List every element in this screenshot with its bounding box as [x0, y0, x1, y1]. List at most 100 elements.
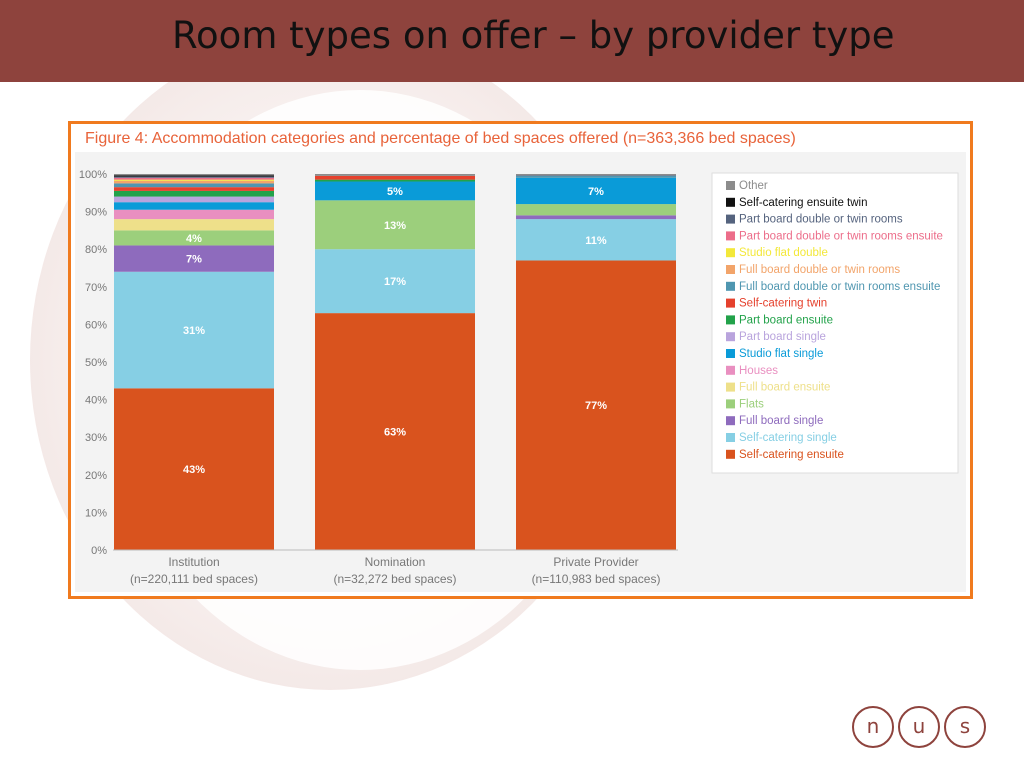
- logo-letter-u: u: [898, 706, 940, 748]
- data-label: 7%: [588, 186, 604, 198]
- bar-segment: [315, 175, 475, 180]
- figure-frame: Figure 4: Accommodation categories and p…: [68, 121, 973, 599]
- legend-swatch: [726, 332, 735, 342]
- data-label: 4%: [186, 233, 202, 245]
- y-tick-label: 20%: [85, 470, 107, 482]
- legend-swatch: [726, 248, 735, 258]
- x-category-sublabel: (n=32,272 bed spaces): [333, 572, 456, 586]
- bar-segment: [114, 202, 274, 210]
- data-label: 5%: [387, 186, 403, 198]
- legend-swatch: [726, 214, 735, 224]
- header-bar: [0, 0, 1024, 82]
- legend-swatch: [726, 365, 735, 375]
- bar-segment: [114, 183, 274, 188]
- bar-segment: [315, 179, 475, 182]
- legend-swatch: [726, 181, 735, 190]
- nus-logo: n u s: [852, 706, 992, 750]
- bar-segment: [114, 230, 274, 246]
- bar-segment: [114, 174, 274, 176]
- bar-segment: [315, 174, 475, 176]
- stacked-bar-chart: 0% 10% 20% 30% 40% 50% 60% 70% 80% 90% 100% 43% 31% 7…: [75, 152, 966, 592]
- bar-segment: [516, 177, 676, 205]
- x-category-label: Private Provider: [553, 555, 638, 569]
- y-tick-label: 30%: [85, 432, 107, 444]
- bar-segment: [315, 249, 475, 314]
- y-tick-label: 0%: [91, 545, 107, 557]
- legend-swatch: [726, 265, 735, 274]
- legend-label: Part board single: [739, 331, 826, 343]
- legend-swatch: [726, 433, 735, 442]
- data-label: 77%: [585, 400, 607, 412]
- bar-segment: [114, 176, 274, 178]
- bar-segment: [114, 271, 274, 389]
- legend-swatch: [726, 399, 735, 409]
- legend-swatch: [726, 449, 735, 459]
- y-tick-label: 40%: [85, 395, 107, 407]
- data-label: 63%: [384, 427, 406, 439]
- slide-title: Room types on offer – by provider type: [172, 14, 895, 57]
- bar-segment: [114, 388, 274, 550]
- bar-segment: [114, 187, 274, 191]
- legend-swatch: [726, 315, 735, 325]
- legend-label: Self-catering ensuite twin: [739, 197, 867, 209]
- logo-letter-s: s: [944, 706, 986, 748]
- chart-title: Figure 4: Accommodation categories and p…: [85, 130, 796, 147]
- legend-label: Other: [739, 180, 768, 192]
- y-tick-label: 70%: [85, 282, 107, 294]
- legend-swatch: [726, 281, 735, 291]
- bar-segment: [315, 313, 475, 550]
- data-label: 31%: [183, 325, 205, 337]
- legend-label: Full board double or twin rooms: [739, 264, 900, 276]
- bar-segment: [516, 175, 676, 178]
- bar-segment: [114, 177, 274, 180]
- bar-segment: [114, 180, 274, 184]
- y-tick-label: 90%: [85, 207, 107, 219]
- legend-swatch: [726, 298, 735, 308]
- legend-label: Flats: [739, 398, 764, 410]
- bar-segment: [114, 196, 274, 203]
- data-label: 17%: [384, 276, 406, 288]
- bar-segment: [114, 209, 274, 220]
- legend-label: Part board ensuite: [739, 314, 833, 326]
- bar-segment: [516, 260, 676, 550]
- bar-segment: [114, 219, 274, 231]
- x-category-label: Nomination: [365, 555, 426, 569]
- legend-swatch: [726, 197, 735, 207]
- legend-label: Self-catering ensuite: [739, 449, 844, 461]
- bar-segment: [516, 175, 676, 176]
- y-tick-label: 60%: [85, 319, 107, 331]
- data-label: 43%: [183, 464, 205, 476]
- legend-label: Studio flat double: [739, 247, 828, 259]
- bar-segment: [516, 219, 676, 261]
- legend-label: Self-catering twin: [739, 298, 827, 310]
- x-category-label: Institution: [168, 555, 219, 569]
- legend-label: Part board double or twin rooms: [739, 214, 903, 226]
- bar-segment: [114, 245, 274, 272]
- legend-label: Full board double or twin rooms ensuite: [739, 281, 940, 293]
- bar-segment: [516, 174, 676, 176]
- legend-label: Studio flat single: [739, 348, 823, 360]
- bar-segment: [516, 204, 676, 216]
- legend-label: Self-catering single: [739, 432, 837, 444]
- y-tick-label: 80%: [85, 244, 107, 256]
- bar-segment: [114, 190, 274, 197]
- data-label: 11%: [585, 235, 607, 247]
- bar-segment: [114, 175, 274, 177]
- legend-label: Full board single: [739, 415, 823, 427]
- bar-segment: [516, 215, 676, 220]
- logo-letter-n: n: [852, 706, 894, 748]
- y-tick-label: 10%: [85, 507, 107, 519]
- bar-segment: [315, 200, 475, 250]
- data-label: 7%: [186, 254, 202, 266]
- legend-label: Part board double or twin rooms ensuite: [739, 230, 943, 242]
- y-tick-label: 50%: [85, 357, 107, 369]
- bar-segment: [315, 181, 475, 201]
- legend-swatch: [726, 382, 735, 392]
- bar-segment: [114, 179, 274, 181]
- legend-box: [711, 172, 959, 474]
- legend-swatch: [726, 349, 735, 358]
- data-label: 13%: [384, 220, 406, 232]
- y-tick-label: 100%: [79, 169, 107, 181]
- legend-swatch: [726, 416, 735, 426]
- legend-label: Houses: [739, 365, 778, 377]
